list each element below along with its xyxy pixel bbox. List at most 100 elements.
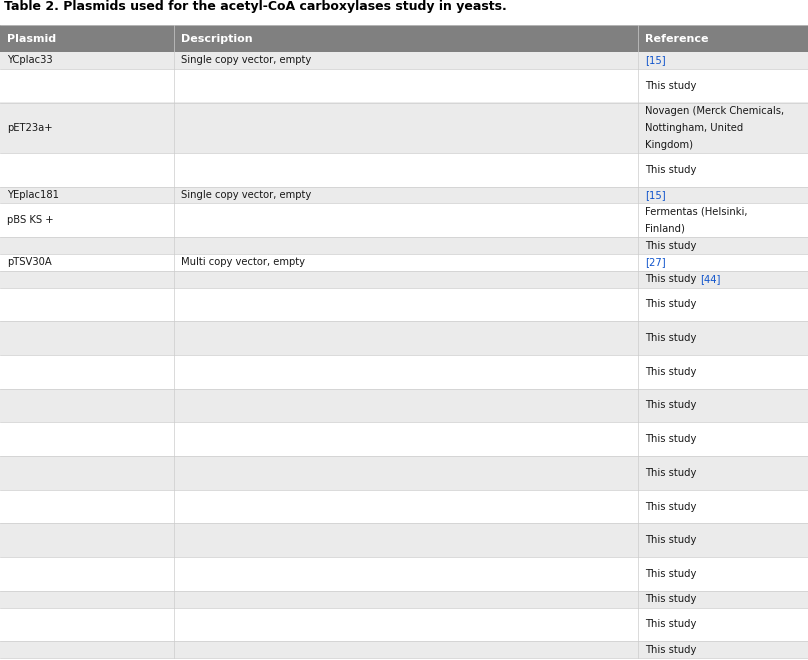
Text: position: position [428, 72, 471, 82]
Text: N-HFA1: N-HFA1 [181, 308, 221, 318]
Text: pBS: pBS [515, 325, 534, 335]
Text: pBS KS +: pBS KS + [7, 215, 53, 225]
Text: from: from [412, 426, 439, 436]
Text: from: from [412, 392, 439, 402]
Text: XbaI: XbaI [371, 594, 396, 604]
Text: HindIII: HindIII [314, 594, 349, 604]
Text: site: site [280, 459, 301, 469]
Text: primers: primers [331, 544, 370, 554]
Text: primers: primers [331, 443, 370, 453]
Text: al.: al. [436, 578, 452, 587]
Text: the: the [251, 477, 271, 486]
Text: pBS: pBS [515, 459, 534, 469]
Text: tx: tx [85, 165, 98, 175]
Text: Generated: Generated [181, 493, 237, 503]
Text: YCp33: YCp33 [7, 569, 41, 579]
Text: HFA1: HFA1 [276, 645, 305, 655]
Text: and: and [288, 72, 310, 82]
Text: or: or [502, 426, 515, 436]
Text: This study: This study [646, 535, 696, 545]
Text: Single copy vector, empty: Single copy vector, empty [181, 190, 311, 200]
Text: of: of [264, 156, 277, 166]
Text: engineered: engineered [310, 72, 370, 82]
Text: This study: This study [646, 502, 696, 512]
Text: pTSV30A: pTSV30A [7, 257, 52, 267]
Text: site: site [280, 527, 301, 537]
Text: directed: directed [301, 459, 345, 469]
Text: ADH1: ADH1 [40, 594, 72, 604]
Text: pBS: pBS [7, 241, 29, 251]
Text: description: description [205, 173, 264, 183]
Text: −282: −282 [70, 535, 98, 545]
Text: from: from [181, 578, 207, 587]
Text: This study: This study [646, 401, 696, 411]
Text: cloned: cloned [511, 72, 544, 82]
Text: Fermentas (Helsinki,: Fermentas (Helsinki, [646, 207, 748, 217]
Text: restriction: restriction [396, 594, 450, 604]
Text: mutagenesis: mutagenesis [345, 358, 412, 368]
Text: ADH: ADH [181, 594, 206, 604]
Text: This study: This study [646, 468, 696, 478]
Text: YCplac33: YCplac33 [7, 55, 53, 65]
Text: BamH1: BamH1 [376, 156, 415, 166]
Text: primers: primers [331, 409, 370, 419]
Text: pTSV30HFA1: pTSV30HFA1 [7, 275, 70, 284]
Text: through: through [237, 426, 280, 436]
Text: YCp33: YCp33 [439, 291, 473, 301]
Text: HindIII: HindIII [324, 560, 359, 570]
Text: site: site [395, 72, 416, 82]
Text: Generated: Generated [181, 358, 237, 368]
Text: the: the [251, 342, 271, 352]
Text: and: and [228, 628, 250, 638]
Text: HFA1: HFA1 [291, 578, 320, 587]
Text: HFA1*: HFA1* [80, 645, 114, 655]
Text: HFA1: HFA1 [237, 275, 265, 284]
Text: or: or [502, 527, 515, 537]
Text: using: using [221, 510, 251, 520]
Text: Generated: Generated [181, 392, 237, 402]
Text: into: into [301, 560, 324, 570]
Text: MTS: MTS [510, 611, 534, 621]
Text: restriction: restriction [463, 156, 517, 166]
Text: (Kursu: (Kursu [388, 578, 423, 587]
Text: HFA1: HFA1 [41, 401, 70, 411]
Text: length: length [201, 611, 237, 621]
Text: HFA1: HFA1 [473, 527, 502, 537]
Text: from: from [412, 358, 439, 368]
Text: 2013): 2013) [452, 578, 481, 587]
Text: HFA1: HFA1 [56, 165, 85, 175]
Text: restriction: restriction [281, 628, 335, 638]
Text: pBS: pBS [515, 291, 534, 301]
Text: amplified: amplified [513, 560, 559, 570]
Text: YCp33: YCp33 [7, 300, 41, 310]
Text: This study: This study [646, 594, 696, 604]
Text: using: using [221, 443, 251, 453]
Text: YCp33: YCp33 [7, 333, 41, 343]
Text: site: site [280, 291, 301, 301]
Text: appropriate: appropriate [271, 308, 331, 318]
Text: Description: Description [181, 34, 252, 44]
Text: to: to [482, 611, 494, 621]
Text: YEplac181: YEplac181 [7, 190, 59, 200]
Text: the: the [251, 409, 271, 419]
Text: with: with [305, 611, 329, 621]
Text: restriction: restriction [400, 275, 454, 284]
Text: (see: (see [181, 173, 205, 183]
Text: N-HFA1: N-HFA1 [181, 510, 221, 520]
Text: and: and [415, 156, 438, 166]
Text: Full: Full [181, 275, 201, 284]
Text: This study: This study [646, 275, 700, 284]
Text: in: in [416, 72, 428, 82]
Text: [15]: [15] [646, 190, 666, 200]
Text: pET23a+: pET23a+ [7, 165, 56, 175]
Text: or: or [502, 358, 515, 368]
Text: EcoRI: EcoRI [410, 645, 441, 655]
Text: of: of [278, 578, 291, 587]
Text: DNA: DNA [253, 578, 278, 587]
Text: YCp33: YCp33 [439, 325, 473, 335]
Text: be: be [494, 611, 510, 621]
Text: HFA1: HFA1 [473, 325, 502, 335]
Text: using: using [221, 308, 251, 318]
Text: HFA1: HFA1 [473, 493, 502, 503]
Text: genomic: genomic [207, 578, 253, 587]
